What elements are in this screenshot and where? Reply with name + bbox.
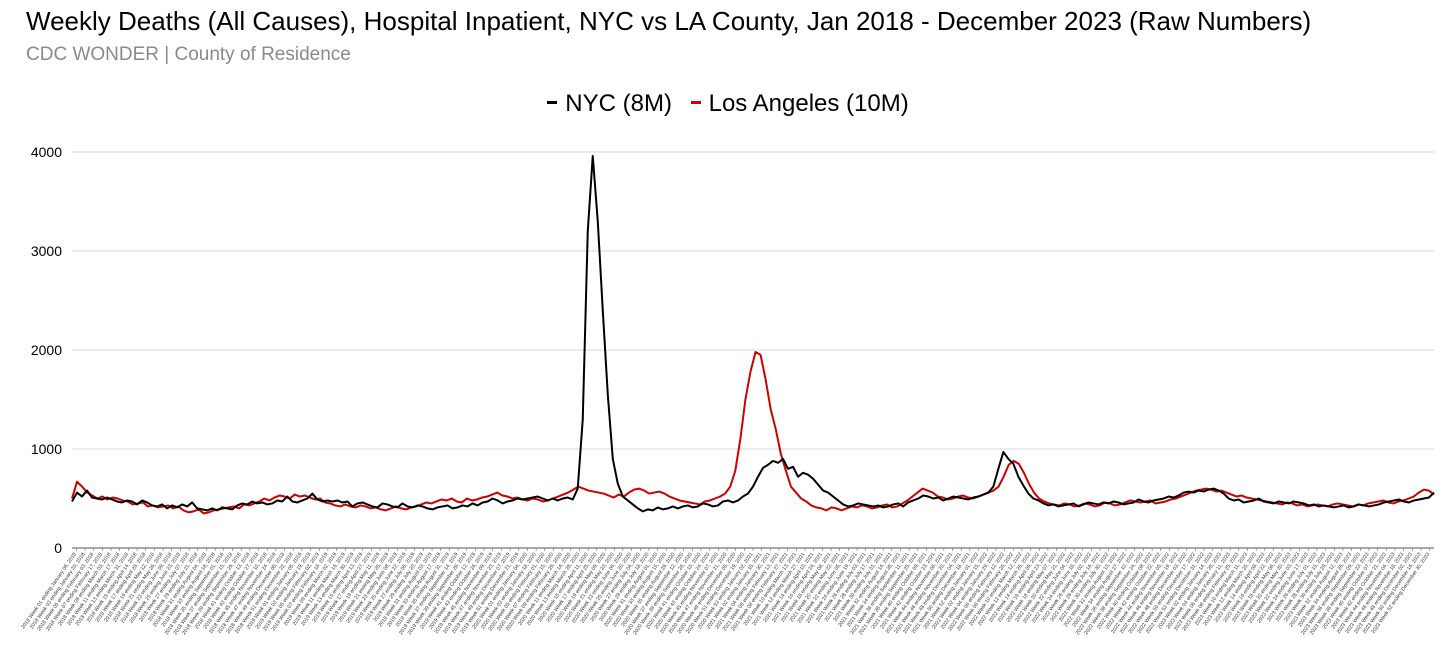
y-tick-label: 0 [54,540,62,556]
legend-item-nyc: NYC (8M) [547,90,672,118]
legend-swatch-la [690,101,701,105]
grid-lines [72,151,1434,549]
series-line-los-angeles [71,350,1435,515]
y-tick-label: 4000 [31,144,62,160]
legend-item-la: Los Angeles (10M) [690,90,909,118]
chart-legend: NYC (8M) Los Angeles (10M) [0,90,1456,118]
legend-label-la: Los Angeles (10M) [708,90,909,117]
chart-subtitle: CDC WONDER | County of Residence [26,44,351,65]
chart-title: Weekly Deaths (All Causes), Hospital Inp… [26,6,1312,36]
y-axis: 0 1000 2000 3000 4000 [31,144,62,556]
y-tick-label: 2000 [31,342,62,358]
legend-swatch-nyc [547,101,558,105]
series-line-nyc [71,154,1435,513]
x-axis: 2018 Week 01 ending January 06, 20182018… [20,548,1431,636]
y-tick-label: 3000 [31,243,62,259]
y-tick-label: 1000 [31,441,62,457]
legend-label-nyc: NYC (8M) [565,90,672,117]
series-group [71,154,1435,515]
